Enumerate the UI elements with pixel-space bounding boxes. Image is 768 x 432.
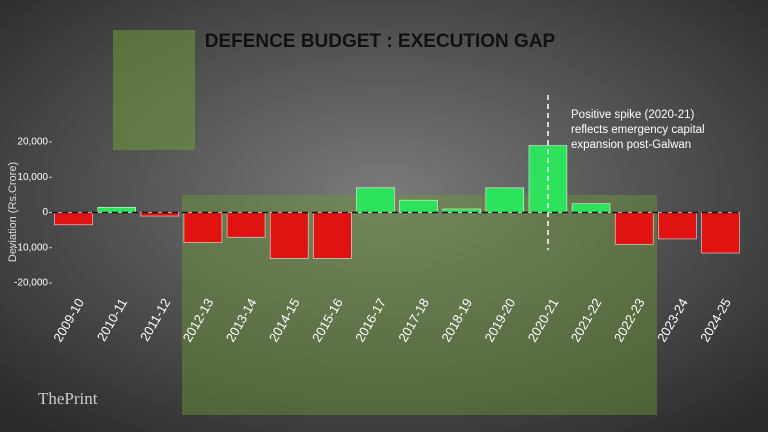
bar [269,212,309,259]
source-logo: ThePrint [38,389,98,408]
bar [614,212,654,245]
y-tick-label: -10,000 [14,242,48,253]
y-tick-label: 10,000 [17,172,48,183]
y-tick-label: 20,000 [17,137,48,148]
y-tick-label: 0 [42,207,48,218]
y-axis-label: Deviation (Rs.Crore) [7,162,19,262]
bar [226,212,266,238]
bar [399,199,438,213]
bar [54,212,93,226]
bar [313,212,352,259]
annotation-text: expansion post-Galwan [571,139,691,151]
y-tick-label: -20,000 [14,278,48,289]
annotation-text: reflects emergency capital [571,124,705,136]
annotation-text: Positive spike (2020-21) [571,109,695,121]
bar [183,212,223,243]
bar [485,187,525,213]
bar [701,212,740,254]
bar [571,203,611,213]
bar [140,212,180,217]
bar [658,212,697,240]
bar [442,208,481,213]
decor-panel [113,30,195,150]
chart-title: DEFENCE BUDGET : EXECUTION GAP [205,31,556,52]
bar [97,206,136,213]
bar [356,187,395,213]
